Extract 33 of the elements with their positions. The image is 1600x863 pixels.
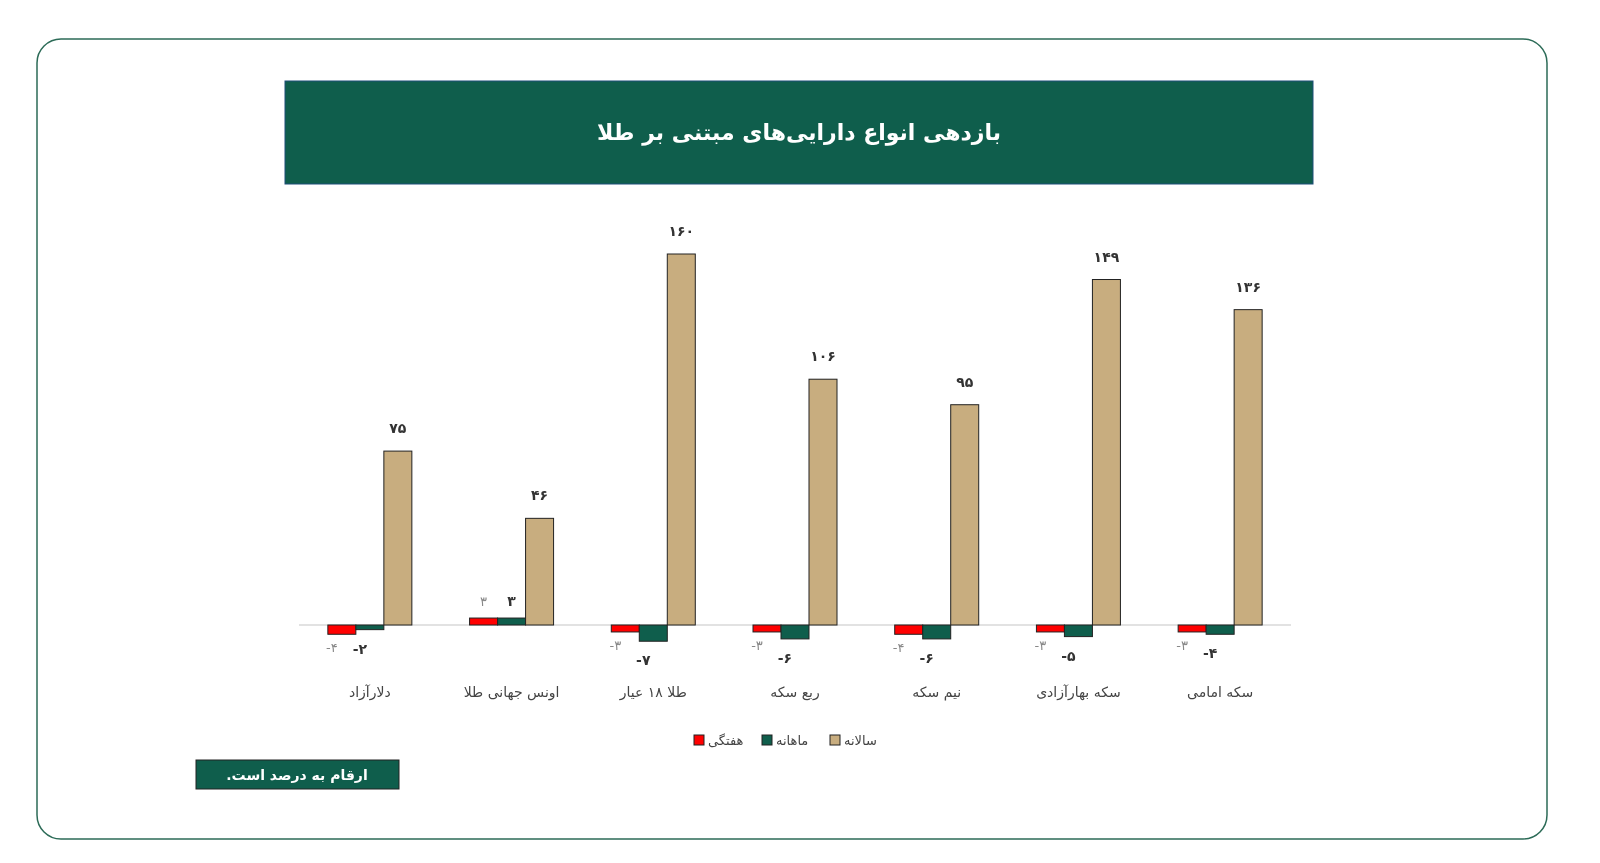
x-tick-label: سکه بهارآزادی xyxy=(1036,684,1121,701)
data-label: -۳ xyxy=(1034,637,1047,653)
x-tick-label: سکه امامی xyxy=(1187,684,1254,700)
data-label: -۴ xyxy=(892,640,905,656)
data-label: -۵ xyxy=(1061,647,1077,664)
data-label: -۲ xyxy=(352,640,368,657)
data-label: ۳ xyxy=(507,593,517,610)
legend-label: هفتگی xyxy=(708,733,744,748)
data-label: ۷۵ xyxy=(389,420,407,437)
x-tick-label: ربع سکه xyxy=(770,684,820,701)
data-label: -۴ xyxy=(326,640,338,656)
x-tick-label: نیم سکه xyxy=(912,684,962,701)
x-tick-label: اونس جهانی طلا xyxy=(463,684,560,701)
data-label: -۳ xyxy=(1176,637,1188,653)
data-label: ۴۶ xyxy=(531,487,549,504)
chart-title: بازدهی انواع دارایی‌های مبتنی بر طلا xyxy=(597,120,1001,146)
text: ارقام به درصد است. xyxy=(226,767,368,783)
legend-label: ماهانه xyxy=(776,733,809,748)
data-label: ۱۳۶ xyxy=(1235,278,1261,295)
data-label: -۳ xyxy=(609,637,622,653)
data-label: ۱۶۰ xyxy=(668,223,695,239)
data-label: ۳ xyxy=(480,594,488,610)
data-label: -۳ xyxy=(751,637,763,653)
data-label: -۶ xyxy=(919,649,934,666)
data-label: -۴ xyxy=(1202,645,1218,662)
data-label: -۶ xyxy=(777,649,793,666)
legend-label: سالانه xyxy=(844,733,877,748)
data-label: ۹۵ xyxy=(956,373,974,390)
x-tick-label: دلارآزاد xyxy=(348,684,391,701)
data-label: ۱۰۶ xyxy=(810,348,836,365)
data-label: ۱۴۹ xyxy=(1093,248,1120,265)
data-label: -۷ xyxy=(636,652,651,669)
x-tick-label: طلا ۱۸ عیار xyxy=(618,684,687,701)
